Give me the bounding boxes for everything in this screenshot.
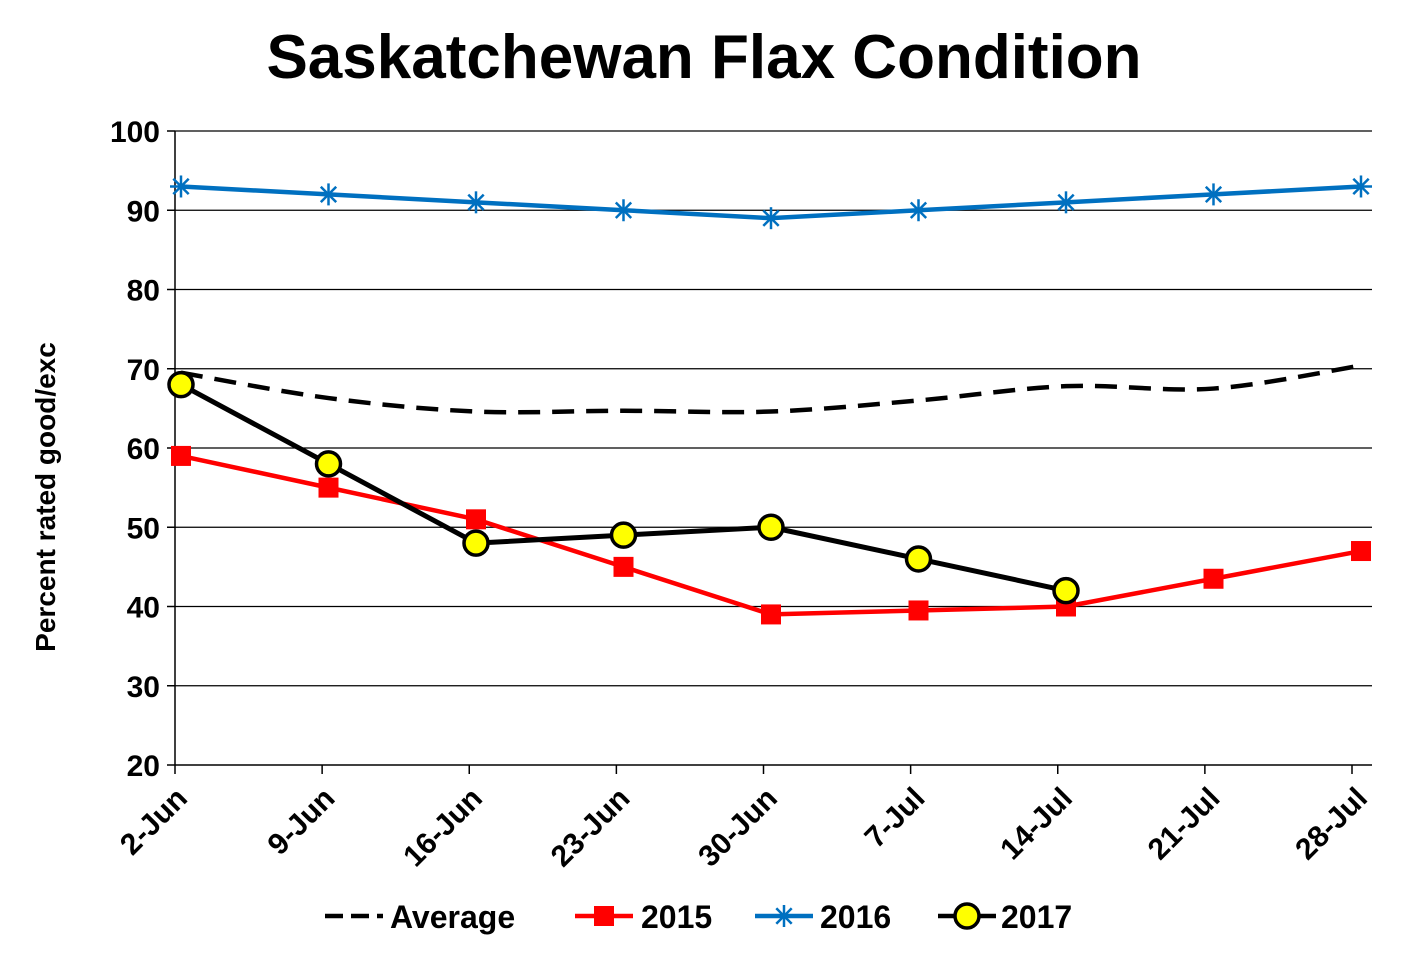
legend-marker-2016: [773, 905, 795, 927]
legend-label-2017: 2017: [1001, 899, 1072, 935]
data-point-2017: [904, 545, 933, 573]
data-point-2016: [465, 191, 487, 214]
data-point-2015: [613, 556, 634, 577]
data-point-2016: [170, 175, 192, 198]
y-tick-label: 60: [127, 433, 160, 466]
x-tick-label: 16-Jun: [397, 782, 489, 874]
data-point-2017: [314, 450, 343, 478]
chart-title: Saskatchewan Flax Condition: [266, 23, 1141, 92]
y-tick-label: 90: [127, 195, 160, 228]
y-tick-label: 40: [127, 592, 160, 625]
data-point-2015: [1351, 541, 1371, 562]
data-point-2015: [466, 509, 486, 530]
x-tick-label: 23-Jun: [545, 782, 637, 874]
x-tick-label: 21-Jul: [1142, 782, 1227, 867]
legend-item-average: Average: [325, 899, 515, 935]
x-tick-label: 28-Jul: [1289, 782, 1374, 867]
data-point-2016: [1350, 175, 1372, 198]
series-lines: [179, 184, 1362, 617]
data-point-2017: [1052, 576, 1080, 605]
legend: Average 2015 2016 2017: [325, 899, 1072, 935]
y-tick-label: 80: [127, 275, 160, 308]
y-tick-label: 50: [127, 512, 160, 545]
x-tick-label: 2-Jun: [114, 782, 194, 862]
legend-item-2017: 2017: [938, 899, 1072, 935]
data-point-2016: [612, 199, 635, 222]
data-point-2017: [462, 529, 490, 557]
data-point-2016: [1055, 191, 1077, 214]
x-tick-label: 9-Jun: [262, 782, 342, 862]
series-markers: [167, 175, 1372, 625]
y-tick-label: 30: [127, 671, 160, 704]
data-point-2016: [760, 207, 782, 230]
x-tick-label: 14-Jul: [994, 782, 1079, 867]
x-tick-label: 30-Jun: [692, 782, 784, 874]
legend-marker-2015: [594, 906, 614, 926]
legend-label-2015: 2015: [641, 899, 712, 935]
data-point-2015: [171, 445, 191, 466]
legend-label-2016: 2016: [820, 899, 891, 935]
y-tick-label: 70: [127, 354, 160, 387]
legend-item-2016: 2016: [755, 899, 891, 935]
y-axis-title: Percent rated good/exc: [30, 342, 61, 652]
y-tick-label: 20: [127, 750, 160, 783]
data-point-2015: [318, 477, 339, 498]
data-point-2017: [757, 513, 785, 541]
data-point-2015: [761, 604, 781, 625]
data-point-2016: [317, 183, 340, 206]
legend-item-2015: 2015: [575, 899, 712, 935]
legend-label-average: Average: [390, 899, 515, 935]
axes: 20 30 40 50 60 70 80 90 100 2-Jun 9-Jun 16-Jun 23-Ju…: [110, 116, 1374, 873]
y-tick-label: 100: [110, 116, 160, 149]
series-line-average: [180, 363, 1362, 415]
data-point-2015: [908, 600, 929, 621]
x-tick-label: 7-Jul: [859, 782, 932, 855]
data-point-2016: [907, 199, 930, 222]
data-point-2016: [1202, 183, 1225, 206]
data-point-2015: [1203, 568, 1224, 589]
legend-marker-2017: [953, 902, 981, 930]
data-point-2017: [609, 521, 638, 549]
data-point-2017: [167, 370, 195, 399]
